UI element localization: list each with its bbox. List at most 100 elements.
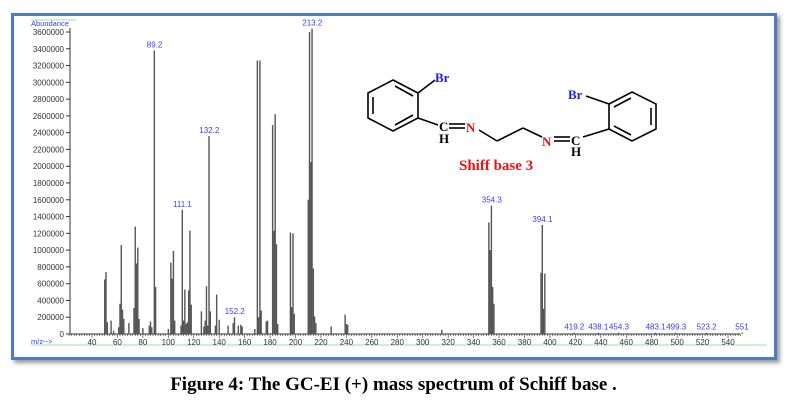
peak-bar [118,327,120,334]
peak-bar [180,325,182,334]
x-tick-label: 60 [113,338,122,347]
peak-bar [540,272,542,334]
peak-bar [204,320,206,334]
y-tick-label: 3400000 [33,45,65,54]
peak-bar [271,125,274,334]
peak-bar [488,222,490,334]
peak-bar [311,28,313,335]
peak-bar [154,287,157,334]
y-ticks: 0 200000 400000 600000 800000 1000000 1200000 1… [33,28,70,339]
bond [522,127,543,138]
peak-bar [266,320,269,334]
double-bond [394,114,414,126]
peak-bar [256,60,259,335]
peak-bar [135,263,138,334]
peak-label: 499.3 [666,323,687,332]
peak-bar [170,262,172,334]
bond [496,127,524,142]
peak-bar [254,328,256,334]
peak-bar [209,311,211,334]
peak-bar [104,279,106,334]
peak-bar [273,230,275,334]
peak-bar [167,328,170,334]
peak-bar [149,321,152,334]
peak-bar [274,114,276,334]
peak-label: 483.1 [646,323,667,332]
peak-bar [106,322,108,334]
y-tick-label: 1200000 [33,229,65,238]
y-tick-label: 800000 [37,263,64,272]
peak-bar [105,271,107,334]
peak-bar [138,318,140,334]
x-axis-label: m/z--> [31,337,53,346]
figure-frame [11,13,777,360]
peak-bar [345,323,348,334]
peak-bar [153,50,156,334]
y-tick-label: 2000000 [33,162,65,171]
peak-bar [208,136,210,334]
peak-bar [205,286,208,334]
peak-bar [203,326,205,334]
peak-bar [186,322,189,334]
atom-n: N [542,134,552,149]
peak-bar [119,303,121,334]
peak-label: 152.2 [225,307,246,316]
peak-bar [184,289,186,334]
peak-bar [573,332,575,334]
peak-bar [260,310,262,334]
bond [417,79,436,94]
peak-bar [173,320,176,334]
peak-label: 354.3 [482,196,503,205]
peak-bar [542,308,545,334]
y-tick-label: 2800000 [33,95,65,104]
y-tick-label: 1000000 [33,246,65,255]
peak-bar [277,323,279,334]
peak-bar [218,319,220,334]
peak-bar [330,326,332,334]
benzene-ring-left [367,79,419,132]
peak-bar [190,304,192,334]
peak-label: 551 [735,323,749,332]
y-tick-label: 2200000 [33,145,65,154]
figure-caption: Figure 4: The GC-EI (+) mass spectrum of… [170,374,617,395]
peak-bar [171,278,173,334]
bond [478,129,498,142]
peak-bar [187,290,190,334]
peak-bar [315,323,317,334]
peak-bar [172,250,175,334]
peak-bar [289,232,292,334]
peak-bar [233,317,236,334]
peak-label: 454.3 [609,323,630,332]
peak-bar [128,323,130,334]
y-tick-label: 1600000 [33,196,65,205]
peak-bar [344,314,346,334]
x-tick-label: 520 [696,338,710,347]
peak-bar [491,287,494,334]
y-tick-label: 400000 [37,296,64,305]
peak-bar [123,318,125,334]
peak-bar [265,321,267,334]
x-tick-label: 180 [263,338,277,347]
x-ticks: 40 60 80 100 120 140 160 180 200 220 240 260 280 300 3… [68,334,742,347]
peak-bar [291,307,293,334]
peak-label: 419.2 [564,323,585,332]
atom-br: Br [435,70,450,85]
peak-label: 132.2 [199,126,220,135]
peak-bar [182,320,185,334]
peak-bar [241,326,243,334]
compound-name: Shiff base 3 [459,158,533,174]
x-tick-label: 420 [569,338,583,347]
x-tick-label: 340 [467,338,481,347]
peak-bar [308,32,311,334]
x-tick-label: 200 [289,338,303,347]
peak-bar [441,329,443,334]
x-tick-label: 380 [518,338,532,347]
peak-label: 523.2 [697,323,718,332]
peak-bar [200,311,203,334]
bond [417,117,439,126]
x-tick-label: 260 [365,338,379,347]
peak-bar [541,224,543,334]
peak-bar [275,244,278,334]
x-tick-label: 40 [88,338,97,347]
x-tick-label: 480 [645,338,659,347]
